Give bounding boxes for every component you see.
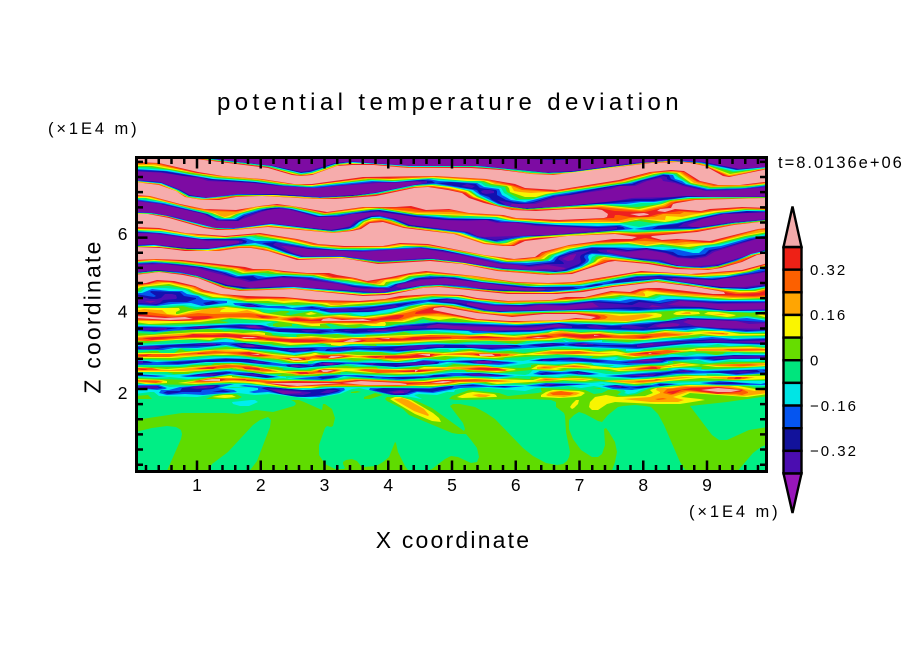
svg-text:4: 4	[118, 302, 128, 322]
svg-text:7: 7	[575, 475, 585, 495]
svg-text:1: 1	[192, 475, 202, 495]
svg-text:(×1E4 m): (×1E4 m)	[689, 503, 781, 521]
svg-text:−0.32: −0.32	[810, 443, 858, 460]
svg-text:potential temperature deviatio: potential temperature deviation	[217, 89, 683, 116]
svg-text:0.32: 0.32	[810, 262, 847, 279]
svg-text:5: 5	[447, 475, 457, 495]
svg-text:2: 2	[256, 475, 266, 495]
svg-text:0: 0	[810, 353, 820, 370]
svg-text:0.16: 0.16	[810, 307, 847, 324]
svg-text:9: 9	[702, 475, 712, 495]
svg-text:−0.16: −0.16	[810, 398, 858, 415]
svg-text:4: 4	[383, 475, 393, 495]
svg-text:3: 3	[320, 475, 330, 495]
svg-text:t=8.0136e+06: t=8.0136e+06	[778, 154, 904, 172]
svg-text:(×1E4 m): (×1E4 m)	[48, 120, 140, 138]
svg-text:6: 6	[511, 475, 521, 495]
svg-text:8: 8	[638, 475, 648, 495]
svg-text:6: 6	[118, 224, 128, 244]
svg-text:2: 2	[118, 383, 128, 403]
svg-text:Z coordinate: Z coordinate	[80, 239, 106, 393]
svg-text:X coordinate: X coordinate	[376, 527, 532, 553]
